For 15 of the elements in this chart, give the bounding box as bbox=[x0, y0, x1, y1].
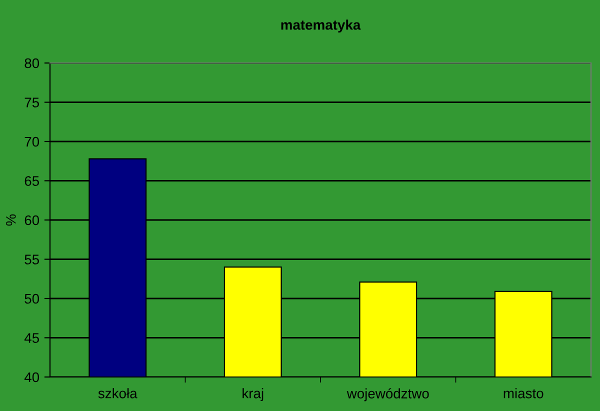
y-tick-label: 80 bbox=[24, 58, 40, 68]
y-tick-label: 60 bbox=[24, 215, 40, 226]
x-tick-label: szkoła bbox=[98, 388, 138, 398]
y-tick-label: 70 bbox=[24, 136, 40, 147]
y-tick-label: 40 bbox=[24, 372, 40, 382]
y-tick-label: 55 bbox=[24, 254, 40, 264]
y-tick-label: 45 bbox=[24, 333, 40, 343]
y-tick-label: 50 bbox=[24, 294, 40, 304]
y-tick-label: 75 bbox=[24, 98, 40, 108]
x-tick-label: miasto bbox=[504, 388, 544, 398]
chart-title: matematyka bbox=[281, 20, 361, 33]
y-axis-title: % bbox=[6, 214, 16, 226]
x-tick-label: województwo bbox=[346, 388, 429, 402]
y-tick-label: 65 bbox=[24, 176, 40, 186]
x-tick-label: kraj bbox=[242, 388, 264, 402]
